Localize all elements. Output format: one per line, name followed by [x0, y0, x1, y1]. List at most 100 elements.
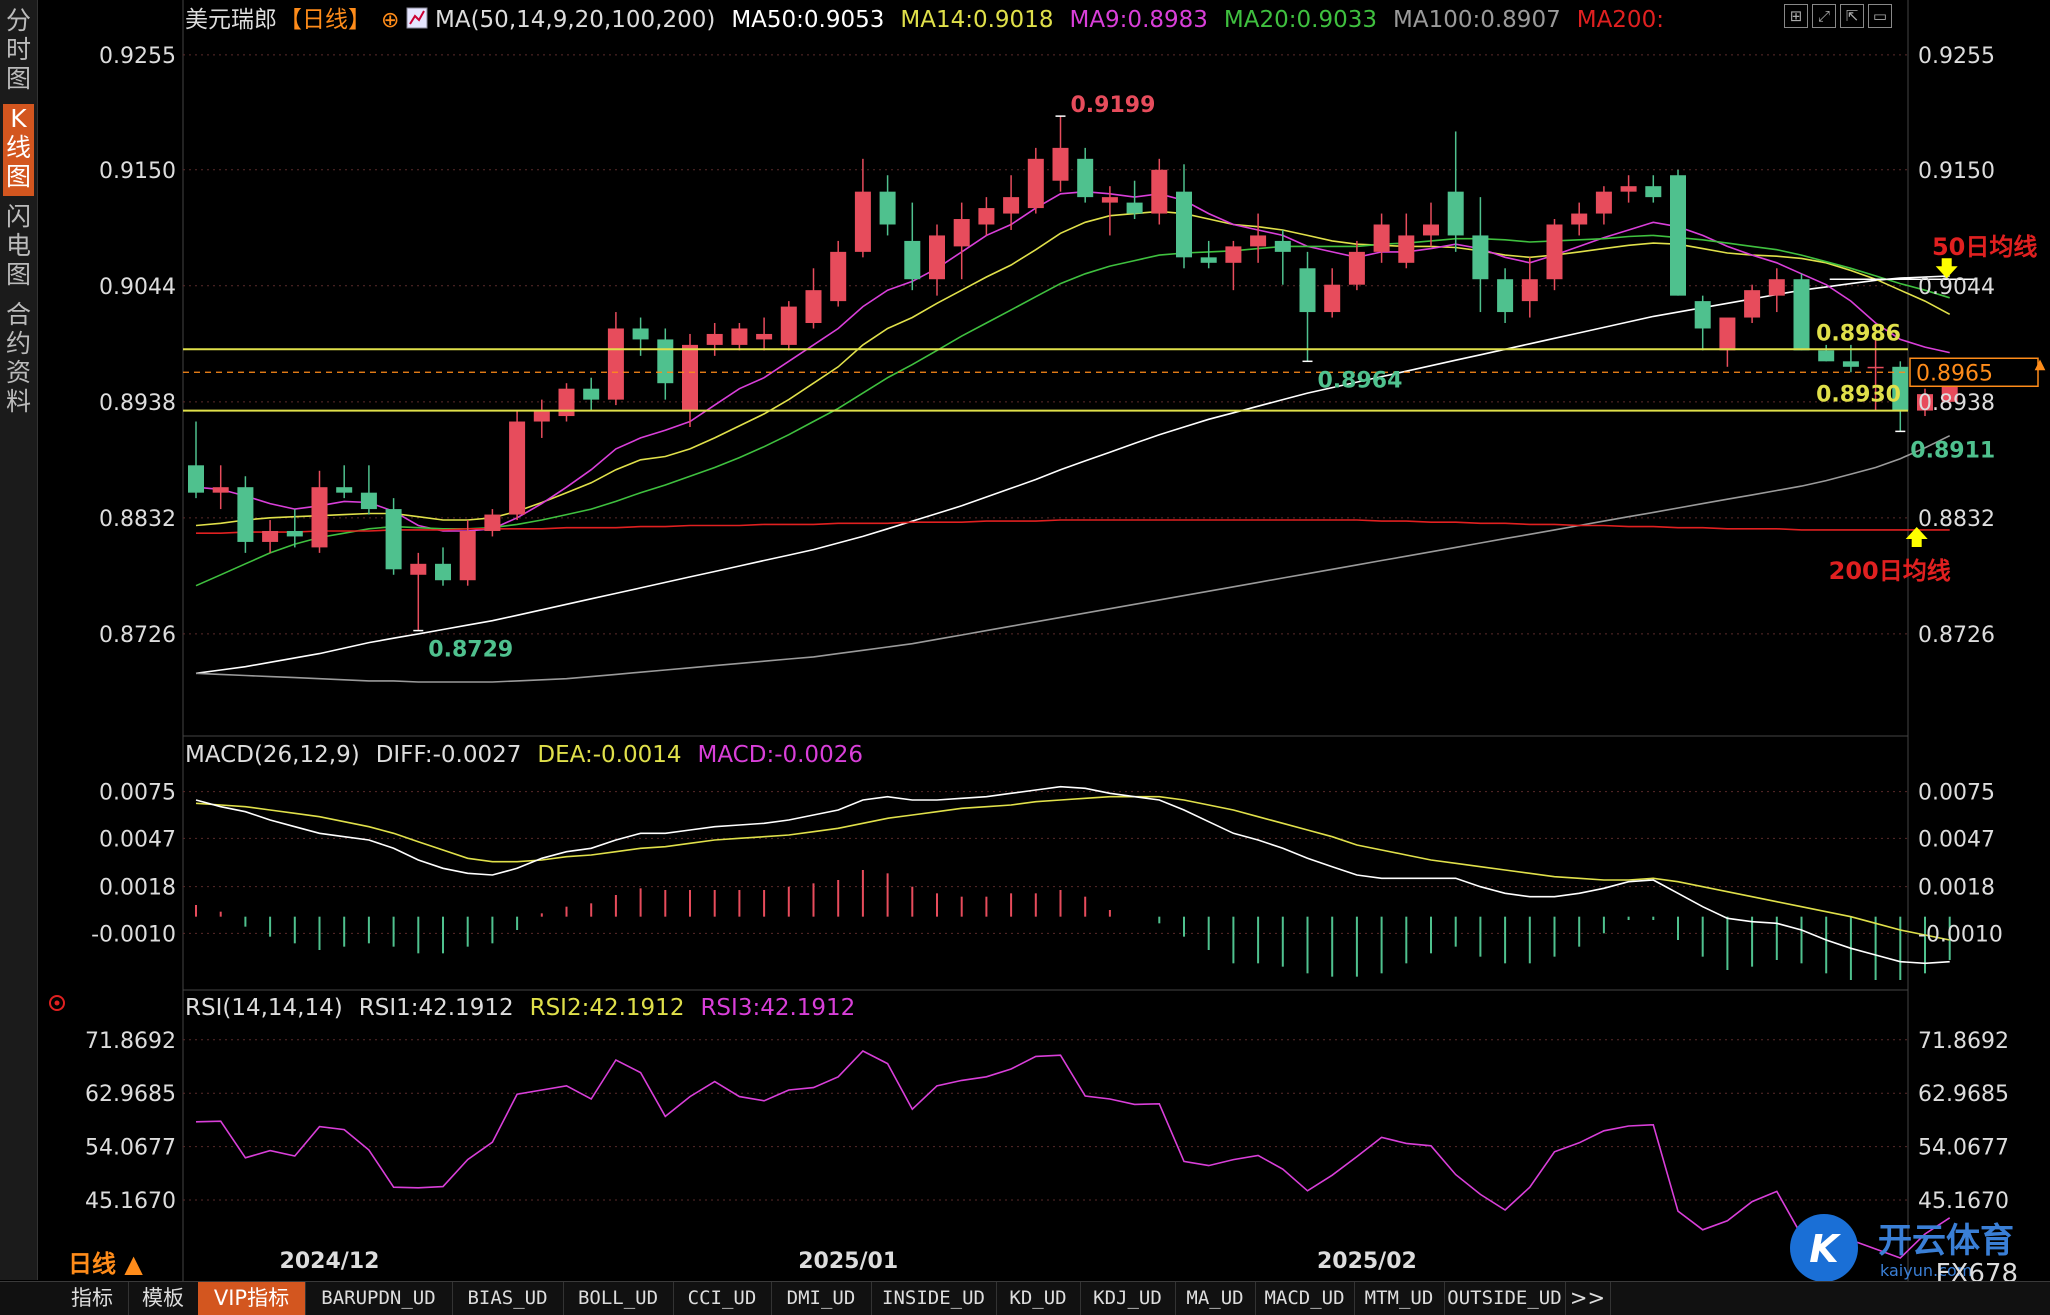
candle-body — [1274, 240, 1291, 252]
tab-kline[interactable]: K 线 图 — [3, 104, 34, 196]
fit-icon[interactable]: ⤢ — [1812, 4, 1836, 28]
rsi-tick-right: 54.0677 — [1918, 1136, 2009, 1161]
grid-icon[interactable]: ⊞ — [1784, 4, 1808, 28]
candle-body — [410, 563, 427, 575]
indicator-tab[interactable]: MA_UD — [1175, 1282, 1256, 1315]
indicator-tab[interactable]: KDJ_UD — [1080, 1282, 1176, 1315]
popout-icon[interactable]: ⇱ — [1840, 4, 1864, 28]
candle-body — [484, 514, 501, 531]
candle-body — [1003, 197, 1020, 214]
indicator-tab[interactable]: CCI_UD — [673, 1282, 772, 1315]
price-tick-right: 0.8832 — [1918, 507, 1995, 532]
candle-body — [509, 421, 526, 515]
indicator-tab[interactable]: INSIDE_UD — [871, 1282, 997, 1315]
rsi-tick-left: 62.9685 — [85, 1082, 176, 1107]
candle-body — [929, 235, 945, 280]
candle-body — [1151, 169, 1168, 214]
macd-tick-right: 0.0075 — [1918, 781, 1995, 806]
candle-body — [1719, 317, 1736, 351]
hline-label: 0.8986 — [1816, 321, 1901, 346]
candle-body — [731, 328, 748, 345]
candle-body — [583, 388, 600, 400]
tab-flash[interactable]: 闪 电 图 — [5, 202, 31, 289]
indicator-tab[interactable]: DMI_UD — [771, 1282, 872, 1315]
extreme-label: 0.8964 — [1318, 368, 1403, 393]
window-icon[interactable]: ▭ — [1868, 4, 1892, 28]
watermark-sub: kaiyun.com — [1880, 1261, 1972, 1280]
candle-body — [854, 191, 871, 252]
chart-canvas[interactable]: 0.9255 0.9255 0.9150 0.9150 0.9044 0.9044 0.89… — [0, 0, 2050, 1281]
candle-body — [1348, 251, 1365, 285]
left-tabs: 分 时 图 K 线 图 闪 电 图 合 约 资 料 — [0, 0, 38, 1280]
indicator-tab[interactable]: 模板 — [128, 1282, 199, 1315]
candle-body — [286, 530, 303, 537]
price-arrow-icon: ▲ — [2035, 356, 2046, 372]
price-tick-right: 0.9044 — [1918, 275, 1995, 300]
candle-body — [1546, 224, 1563, 280]
candle-body — [1126, 202, 1143, 214]
candle-body — [1497, 279, 1514, 313]
candle-body — [1101, 197, 1118, 203]
candle-body — [1670, 175, 1686, 296]
indicator-tab[interactable]: >> — [1565, 1282, 1611, 1315]
rsi-tick-right: 62.9685 — [1918, 1082, 2009, 1107]
candle-body — [558, 388, 575, 417]
candle-body — [533, 410, 550, 422]
rsi-line — [195, 1050, 1951, 1259]
logo-icon — [1790, 1214, 1858, 1281]
settings-icon — [49, 995, 65, 1011]
candle-body — [756, 333, 773, 340]
macd-tick-right: -0.0010 — [1918, 922, 2003, 947]
macd-legend-item: DEA:-0.0014 — [537, 742, 681, 768]
ma-legend-item: MA50:0.9053 — [731, 7, 884, 33]
hline-label: 0.8930 — [1816, 383, 1901, 408]
candle-body — [1324, 284, 1341, 313]
candle-body — [1447, 191, 1464, 236]
ma50-annotation: 50日均线 — [1932, 233, 2037, 261]
indicator-tab[interactable]: BOLL_UD — [563, 1282, 674, 1315]
ma-legend-item: MA100:0.8907 — [1393, 7, 1561, 33]
indicator-tab[interactable]: BIAS_UD — [452, 1282, 564, 1315]
rsi-tick-left: 71.8692 — [85, 1029, 176, 1054]
indicator-tab[interactable]: VIP指标 — [198, 1282, 306, 1315]
rsi-legend-item: RSI2:42.1912 — [530, 995, 685, 1021]
candle-body — [632, 328, 649, 340]
logo-icon-letter: K — [1809, 1227, 1841, 1271]
tab-contract-info[interactable]: 合 约 资 料 — [5, 300, 31, 416]
candle-body — [1620, 186, 1637, 192]
indicator-tab[interactable]: BARUPDN_UD — [305, 1282, 453, 1315]
macd-tick-left: 0.0047 — [99, 827, 176, 852]
candle-body — [262, 530, 279, 542]
candle-body — [1077, 158, 1094, 198]
candle-body — [978, 208, 995, 225]
candle-body — [1423, 224, 1439, 236]
indicator-tab[interactable]: KD_UD — [996, 1282, 1081, 1315]
indicator-tab[interactable]: OUTSIDE_UD — [1444, 1282, 1566, 1315]
candle-body — [1027, 158, 1044, 209]
indicator-tab[interactable]: MACD_UD — [1255, 1282, 1355, 1315]
candle-body — [336, 487, 353, 493]
candle-body — [953, 219, 970, 247]
candle-body — [879, 191, 896, 225]
candle-body — [1793, 279, 1810, 351]
candle-body — [830, 251, 847, 302]
ma-legend-item: MA20:0.9033 — [1224, 7, 1377, 33]
candle-body — [1867, 366, 1884, 369]
ma-legend-item: MA200: — [1577, 7, 1664, 33]
candle-body — [1645, 186, 1662, 198]
rsi-legend-item: RSI1:42.1912 — [359, 995, 514, 1021]
indicator-tab[interactable]: 指标 — [56, 1282, 129, 1315]
candle-body — [1299, 268, 1316, 313]
candle-body — [1842, 361, 1859, 367]
extreme-label: 0.8911 — [1910, 438, 1995, 463]
indicator-tab[interactable]: MTM_UD — [1354, 1282, 1445, 1315]
macd-tick-right: 0.0018 — [1918, 876, 1995, 901]
extreme-label: 0.8729 — [428, 638, 513, 663]
tab-timeshare[interactable]: 分 时 图 — [5, 6, 31, 93]
candle-body — [1571, 213, 1588, 225]
price-tick-left: 0.8832 — [99, 507, 176, 532]
ma-line-ma50 — [195, 275, 1950, 675]
candle-body — [1176, 191, 1192, 258]
rsi-legend-item: RSI(14,14,14) — [185, 995, 343, 1021]
candle-body — [1595, 191, 1612, 214]
